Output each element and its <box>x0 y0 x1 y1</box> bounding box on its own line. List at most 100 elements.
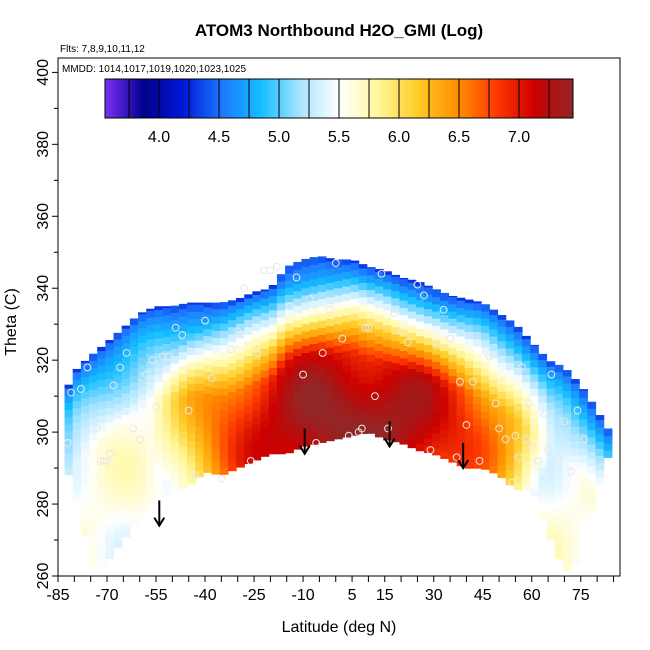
heatmap-cell <box>472 324 482 332</box>
heatmap-cell <box>448 447 458 456</box>
heatmap-cell <box>562 476 572 485</box>
colorbar-segment <box>492 79 497 118</box>
heatmap-cell <box>129 403 139 412</box>
heatmap-cell <box>472 331 482 340</box>
heatmap-cell <box>301 417 311 425</box>
heatmap-cell <box>334 330 343 339</box>
sample-point <box>253 349 262 357</box>
heatmap-cell <box>391 362 401 371</box>
heatmap-cell <box>440 386 450 395</box>
colorbar-segment <box>218 79 223 118</box>
heatmap-cell <box>146 308 155 311</box>
heatmap-cell <box>579 490 588 499</box>
heatmap-cell <box>374 386 384 395</box>
heatmap-cell <box>538 388 548 397</box>
heatmap-cell <box>146 324 155 333</box>
heatmap-cell <box>334 323 343 332</box>
heatmap-cell <box>227 413 237 421</box>
heatmap-cell <box>170 441 180 450</box>
heatmap-cell <box>276 302 286 311</box>
heatmap-cell <box>423 423 433 432</box>
heatmap-cell <box>203 421 213 430</box>
heatmap-cell <box>415 371 425 380</box>
heatmap-cell <box>432 346 441 355</box>
heatmap-cell <box>391 398 401 407</box>
heatmap-cell <box>227 427 237 436</box>
sample-point <box>357 424 366 433</box>
heatmap-cell <box>80 441 90 450</box>
heatmap-cell <box>464 367 474 376</box>
heatmap-cell <box>562 462 572 471</box>
x-tick-label: 30 <box>425 587 443 604</box>
sample-point <box>99 456 108 465</box>
heatmap-cell <box>285 301 294 310</box>
sample-point <box>116 363 124 372</box>
heatmap-cell <box>530 474 539 483</box>
sample-point <box>540 410 549 419</box>
heatmap-cell <box>423 358 433 367</box>
heatmap-cell <box>268 381 278 390</box>
heatmap-cell <box>497 340 507 349</box>
heatmap-cell <box>113 374 123 383</box>
heatmap-cell <box>317 348 327 357</box>
heatmap-cell <box>72 368 82 373</box>
heatmap-cell <box>497 347 507 356</box>
heatmap-cell <box>309 429 319 438</box>
heatmap-cell <box>113 497 123 506</box>
heatmap-cell <box>154 453 164 461</box>
heatmap-cell <box>481 390 490 398</box>
colorbar-segment <box>332 79 337 118</box>
heatmap-cell <box>121 493 131 502</box>
heatmap-cell <box>317 305 327 314</box>
heatmap-cell <box>472 396 482 404</box>
heatmap-cell <box>448 325 458 334</box>
heatmap-cell <box>129 410 139 419</box>
sample-point <box>452 453 461 462</box>
heatmap-cell <box>325 368 335 377</box>
heatmap-cell <box>407 354 417 362</box>
heatmap-cell <box>97 515 106 524</box>
heatmap-cell <box>579 533 588 542</box>
heatmap-cell <box>138 414 147 423</box>
heatmap-cell <box>538 431 548 440</box>
sample-point <box>518 363 526 372</box>
heatmap-cell <box>342 372 352 381</box>
heatmap-cell <box>317 370 327 379</box>
colorbar-tick-label: 5.5 <box>328 129 350 146</box>
heatmap-cell <box>358 375 368 384</box>
heatmap-cell <box>89 540 98 549</box>
colorbar-segment <box>268 79 273 118</box>
heatmap-cell <box>211 394 221 403</box>
heatmap-cell <box>440 422 450 431</box>
heatmap-cell <box>489 336 499 344</box>
heatmap-cell <box>399 386 409 395</box>
heatmap-cell <box>546 438 556 446</box>
heatmap-cell <box>432 433 441 441</box>
heatmap-cell <box>121 378 131 387</box>
heatmap-cell <box>260 377 270 385</box>
heatmap-cell <box>407 325 417 334</box>
heatmap-cell <box>562 534 572 543</box>
heatmap-cell <box>105 479 115 488</box>
heatmap-cell <box>285 387 294 396</box>
heatmap-cell <box>546 466 556 475</box>
heatmap-cell <box>489 443 499 452</box>
heatmap-cell <box>219 330 229 339</box>
heatmap-cell <box>546 531 556 540</box>
heatmap-cell <box>325 383 335 391</box>
heatmap-cell <box>260 297 270 306</box>
heatmap-cell <box>97 537 106 546</box>
heatmap-cell <box>538 395 548 404</box>
heatmap-cell <box>162 306 172 309</box>
heatmap-cell <box>138 486 147 495</box>
heatmap-cell <box>538 402 548 411</box>
sample-point <box>184 406 193 415</box>
heatmap-cell <box>407 404 417 413</box>
heatmap-cell <box>187 419 196 427</box>
heatmap-cell <box>587 415 597 423</box>
heatmap-cell <box>350 370 360 379</box>
heatmap-cell <box>334 409 343 418</box>
sample-point <box>511 431 520 440</box>
heatmap-cell <box>72 429 82 438</box>
heatmap-cell <box>170 312 180 321</box>
